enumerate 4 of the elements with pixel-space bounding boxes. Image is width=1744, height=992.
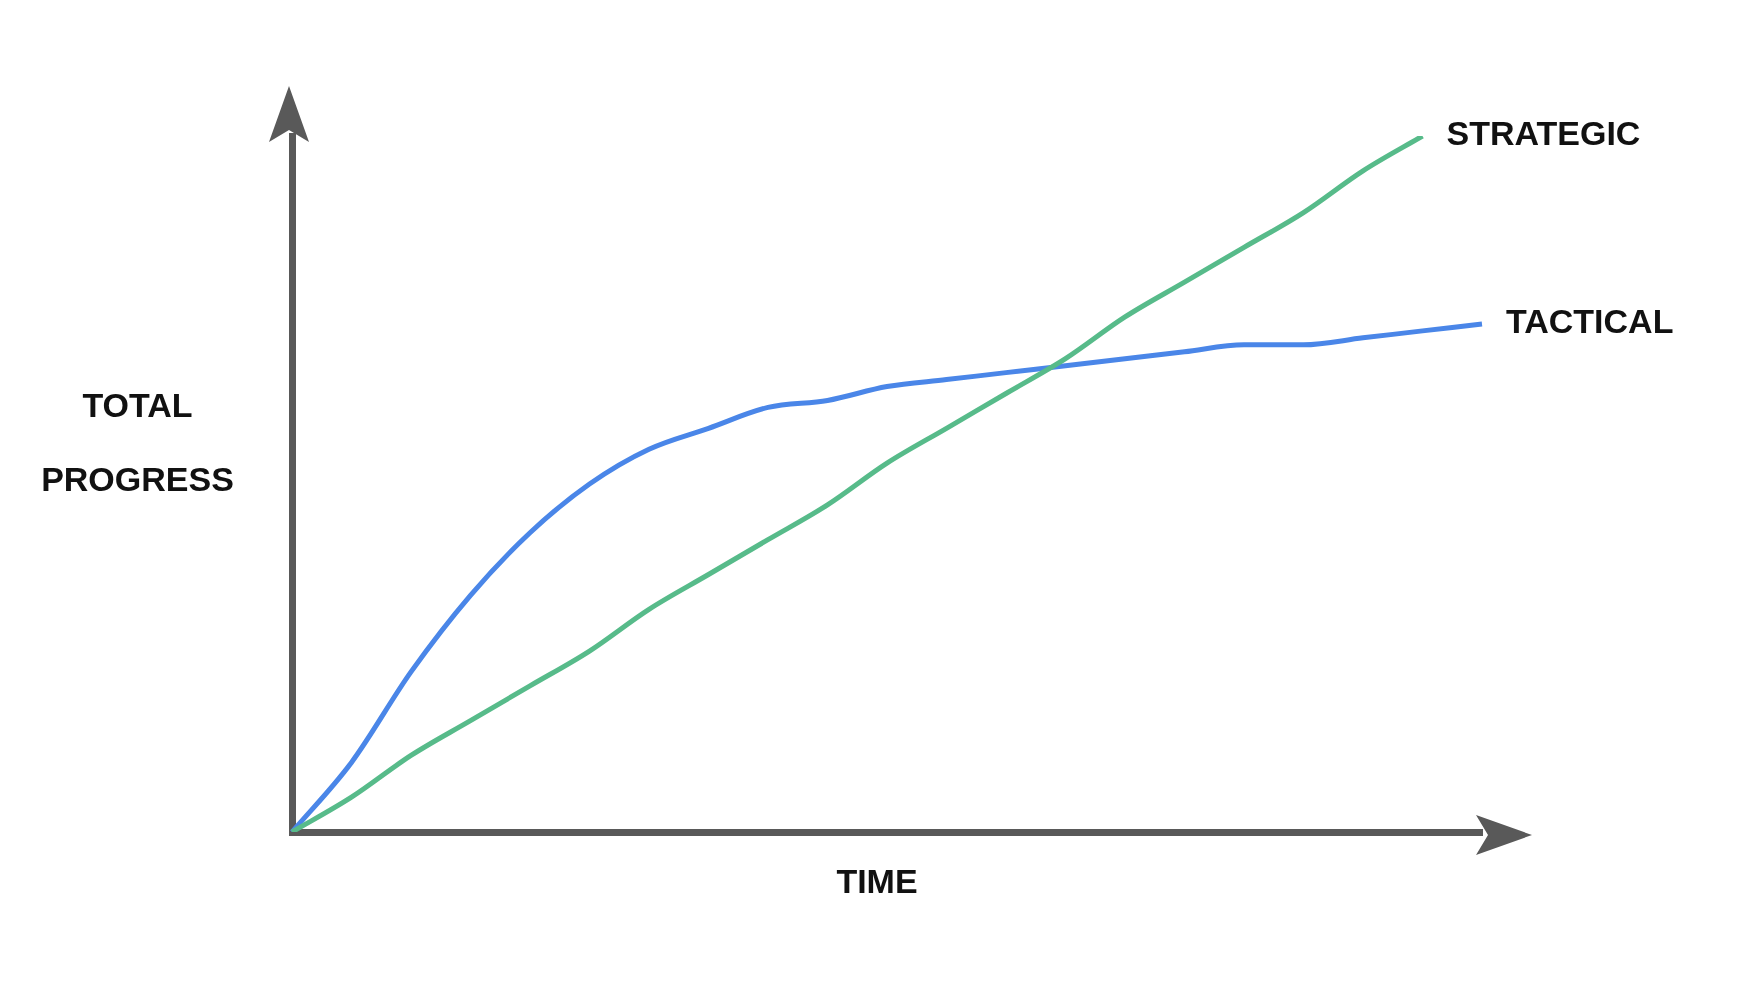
series-label: TACTICAL [1506, 302, 1674, 341]
x-axis-title: TIME [835, 862, 919, 901]
series-label: STRATEGIC [1446, 114, 1641, 153]
y-axis-title: TOTAL PROGRESS [40, 385, 235, 500]
